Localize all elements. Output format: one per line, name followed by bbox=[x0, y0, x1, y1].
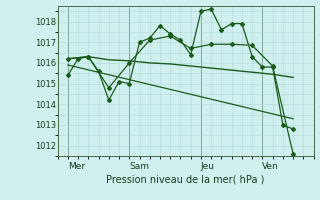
X-axis label: Pression niveau de la mer( hPa ): Pression niveau de la mer( hPa ) bbox=[107, 175, 265, 185]
Text: Jeu: Jeu bbox=[201, 162, 215, 171]
Text: Ven: Ven bbox=[262, 162, 279, 171]
Text: Sam: Sam bbox=[129, 162, 149, 171]
Text: Mer: Mer bbox=[68, 162, 85, 171]
